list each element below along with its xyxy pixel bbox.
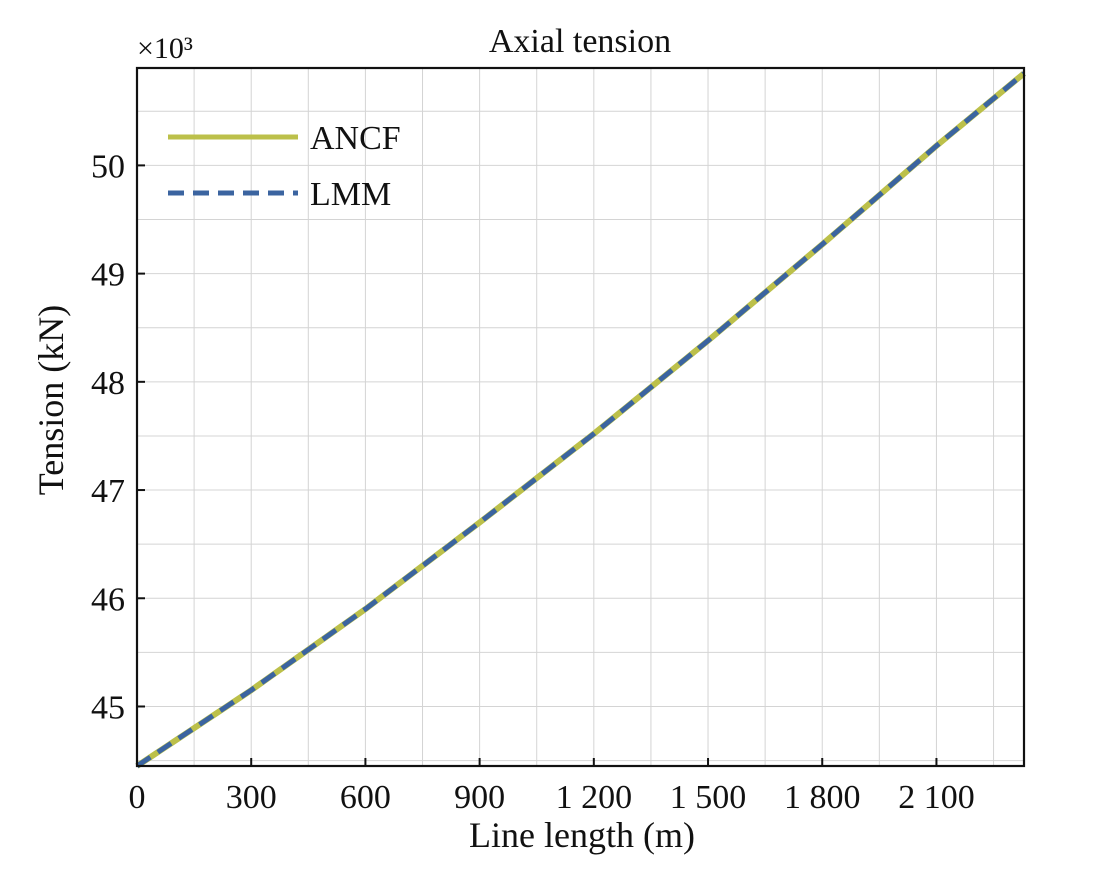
- y-tick-label: 49: [91, 257, 125, 294]
- x-tick-label: 300: [226, 779, 277, 816]
- series-line-lmm: [135, 71, 1026, 769]
- x-tick-label: 1 800: [784, 779, 861, 816]
- x-tick-label: 1 200: [556, 779, 633, 816]
- axis-ticks: [136, 164, 938, 766]
- chart-title: Axial tension: [489, 23, 671, 60]
- y-tick-label: 47: [91, 473, 125, 510]
- plot-frame: [135, 66, 1026, 768]
- x-tick-label: 600: [340, 779, 391, 816]
- tick-labels: 0 300 600 900 1 200 1 500 1 800 2 100 45 46 47 48 49…: [91, 148, 975, 816]
- x-tick-label: 0: [129, 779, 146, 816]
- y-tick-label: 50: [91, 148, 125, 185]
- legend-label-lmm: LMM: [310, 176, 391, 213]
- y-multiplier-label: ×10³: [137, 32, 193, 65]
- x-axis-title: Line length (m): [469, 815, 695, 855]
- series-line-ancf: [135, 71, 1026, 769]
- y-tick-label: 45: [91, 689, 125, 726]
- x-tick-label: 2 100: [898, 779, 975, 816]
- x-tick-label: 1 500: [670, 779, 747, 816]
- series-lines: [135, 71, 1026, 769]
- x-tick-label: 900: [454, 779, 505, 816]
- y-tick-label: 46: [91, 581, 125, 618]
- y-tick-label: 48: [91, 365, 125, 402]
- legend-label-ancf: ANCF: [310, 120, 401, 157]
- grid: [137, 68, 1024, 766]
- y-axis-title: Tension (kN): [31, 305, 71, 495]
- legend: ANCF LMM: [168, 120, 401, 213]
